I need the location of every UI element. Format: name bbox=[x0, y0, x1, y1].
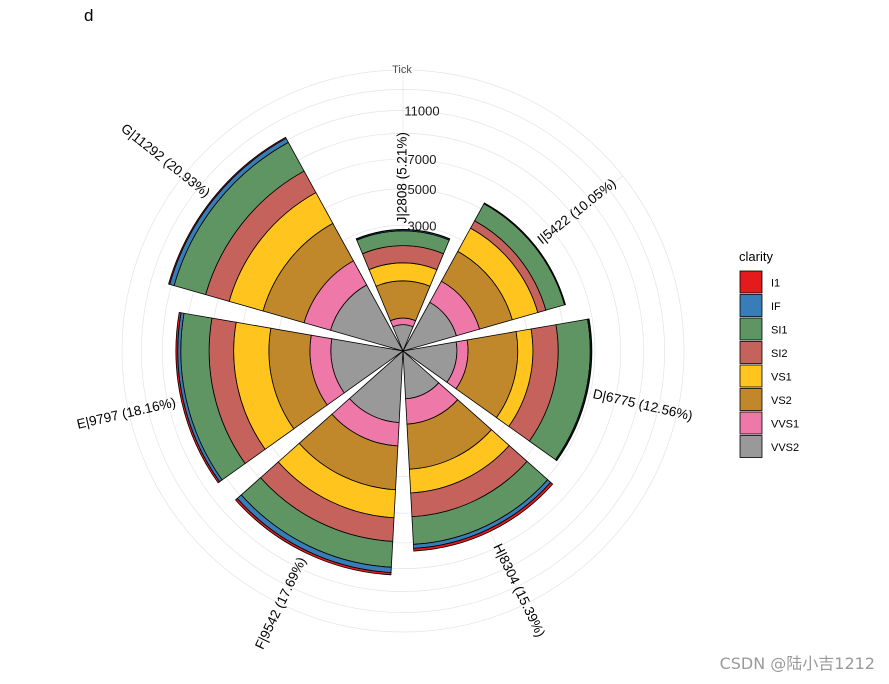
legend-label-VVS1: VVS1 bbox=[771, 419, 799, 431]
watermark: CSDN @陆小吉1212 bbox=[719, 654, 875, 673]
legend-swatch-VS1 bbox=[739, 364, 763, 388]
legend-label-VVS2: VVS2 bbox=[771, 442, 799, 454]
category-label-J: J|2808 (5.21%) bbox=[395, 132, 410, 223]
radial-tick-label: 5000 bbox=[408, 182, 437, 197]
legend-label-VS1: VS1 bbox=[771, 372, 792, 384]
bar-segment-I-I1 bbox=[483, 202, 566, 306]
panel-tag: d bbox=[84, 6, 94, 25]
category-label-H: H|8304 (15.39%) bbox=[490, 541, 548, 639]
bar-segment-D-I1 bbox=[555, 318, 593, 462]
legend-swatch-SI2 bbox=[739, 341, 763, 364]
legend-swatch-VVS2 bbox=[739, 435, 763, 458]
radial-tick-label: 3000 bbox=[408, 218, 437, 233]
legend-title: clarity bbox=[739, 249, 773, 264]
legend-label-VS2: VS2 bbox=[771, 395, 792, 407]
bar-segment-J-I1 bbox=[355, 229, 451, 240]
bar-segment-F-I1 bbox=[234, 497, 392, 576]
radial-tick-label: 11000 bbox=[404, 103, 439, 118]
category-label-I: I|5422 (10.05%) bbox=[535, 176, 619, 247]
bar-segment-G-I1 bbox=[168, 136, 287, 285]
radial-tick-label: 7000 bbox=[408, 152, 437, 167]
legend-label-SI2: SI2 bbox=[771, 348, 788, 360]
legend-swatch-I1 bbox=[739, 270, 763, 294]
bar-segment-H-I1 bbox=[413, 481, 554, 552]
radial-axis-title: Tick bbox=[392, 64, 412, 76]
legend-swatch-SI1 bbox=[739, 317, 763, 341]
category-label-G: G|11292 (20.93%) bbox=[118, 121, 213, 201]
bar-segment-J-VS2 bbox=[375, 280, 431, 322]
legend-swatch-VVS1 bbox=[739, 411, 763, 435]
legend-label-I1: I1 bbox=[771, 278, 780, 290]
legend-swatch-IF bbox=[739, 294, 763, 317]
bar-segment-E-I1 bbox=[175, 311, 221, 484]
legend-label-IF: IF bbox=[771, 301, 781, 313]
bar-layer bbox=[168, 136, 593, 576]
legend-label-SI1: SI1 bbox=[771, 325, 788, 337]
legend-swatch-VS2 bbox=[739, 388, 763, 411]
category-label-D: D|6775 (12.56%) bbox=[591, 386, 694, 423]
category-label-F: F|9542 (17.69%) bbox=[252, 555, 309, 652]
legend: clarity I1 IF SI1 SI2 VS1 VS2 VVS1 VVS2 bbox=[739, 249, 799, 458]
